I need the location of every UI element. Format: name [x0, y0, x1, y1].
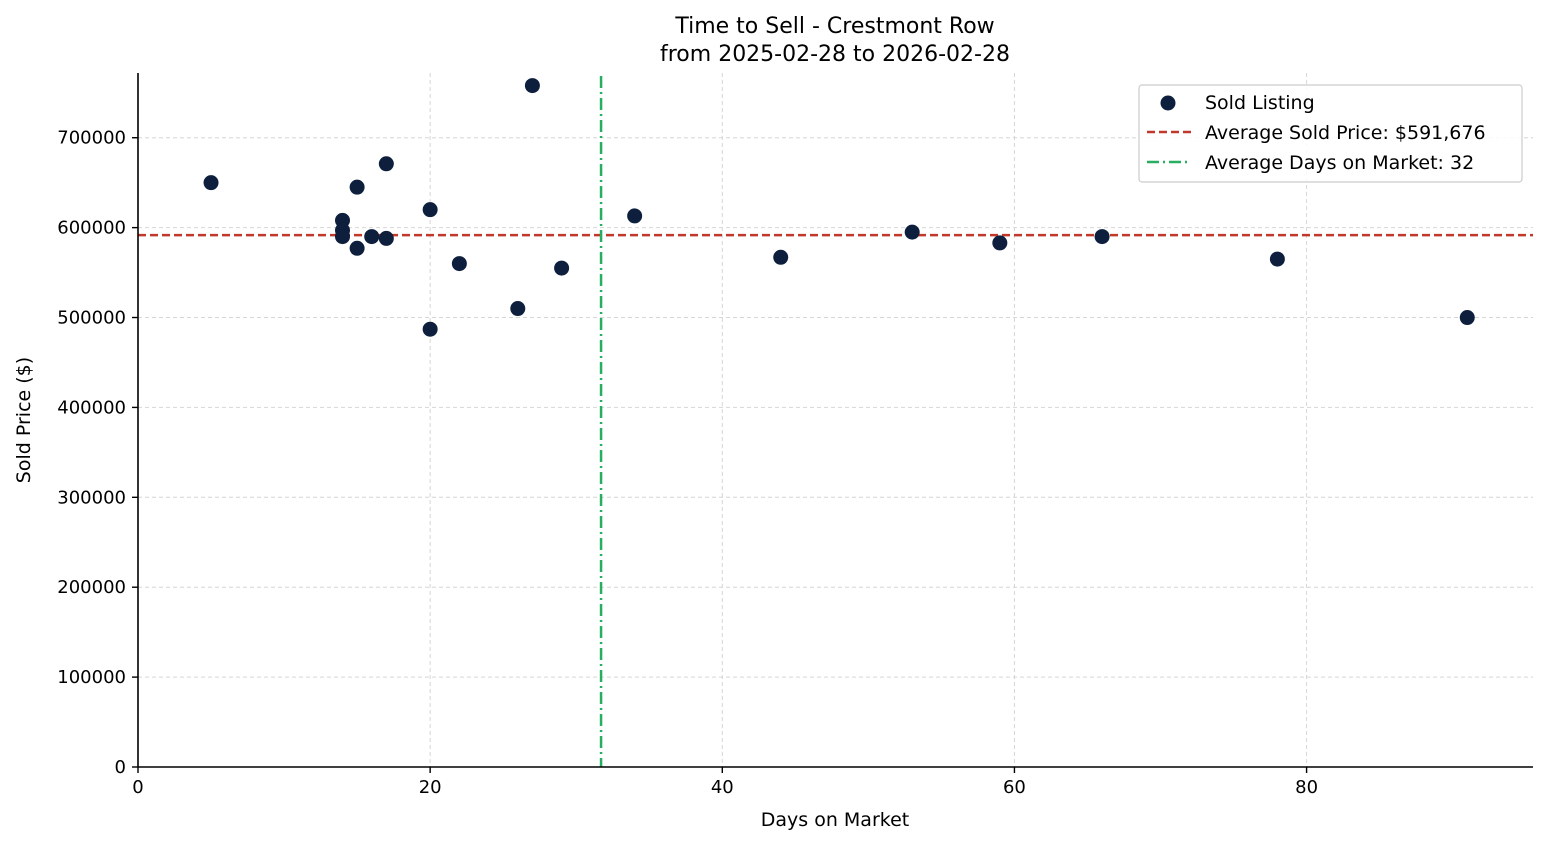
- data-point: [349, 240, 365, 256]
- ticks: 0 20 40 60 80 0 100000 200000 300000 400000 500000…: [57, 128, 1318, 798]
- legend-label-avg-price: Average Sold Price: $591,676: [1205, 122, 1486, 144]
- data-point: [1459, 310, 1475, 326]
- y-tick-label: 500000: [57, 308, 126, 329]
- x-tick-label: 0: [132, 777, 143, 798]
- data-point: [1269, 251, 1285, 267]
- data-point: [364, 229, 380, 245]
- data-points: [203, 78, 1475, 337]
- x-tick-label: 80: [1295, 777, 1318, 798]
- chart-title-line-1: Time to Sell - Crestmont Row: [674, 14, 994, 39]
- y-tick-label: 700000: [57, 128, 126, 149]
- data-point: [422, 202, 438, 218]
- data-point: [510, 301, 526, 317]
- data-point: [524, 78, 540, 94]
- y-tick-label: 0: [115, 757, 126, 778]
- x-tick-label: 60: [1003, 777, 1026, 798]
- x-tick-label: 40: [711, 777, 734, 798]
- x-tick-label: 20: [419, 777, 442, 798]
- legend-label-sold-listing: Sold Listing: [1205, 92, 1315, 114]
- legend-marker-sold-listing: [1160, 95, 1176, 111]
- legend-box: [1138, 84, 1523, 183]
- data-point: [378, 230, 394, 246]
- y-tick-label: 400000: [57, 397, 126, 418]
- legend: Sold Listing Average Sold Price: $591,67…: [1138, 84, 1523, 183]
- axes: [137, 73, 1533, 768]
- y-tick-label: 600000: [57, 218, 126, 239]
- x-axis-label: Days on Market: [761, 809, 909, 831]
- y-tick-label: 100000: [57, 667, 126, 688]
- data-point: [451, 256, 467, 272]
- data-point: [773, 249, 789, 265]
- data-point: [349, 179, 365, 195]
- data-point: [378, 156, 394, 172]
- data-point: [422, 321, 438, 337]
- data-point: [554, 260, 570, 276]
- data-point: [627, 208, 643, 224]
- y-tick-label: 200000: [57, 577, 126, 598]
- y-axis-label: Sold Price ($): [13, 357, 35, 483]
- data-point: [992, 235, 1008, 251]
- data-point: [1094, 229, 1110, 245]
- legend-label-avg-days: Average Days on Market: 32: [1205, 152, 1474, 174]
- y-tick-label: 300000: [57, 487, 126, 508]
- chart-title-line-2: from 2025-02-28 to 2026-02-28: [660, 42, 1010, 67]
- data-point: [904, 224, 920, 240]
- data-point: [335, 229, 351, 245]
- data-point: [203, 175, 219, 191]
